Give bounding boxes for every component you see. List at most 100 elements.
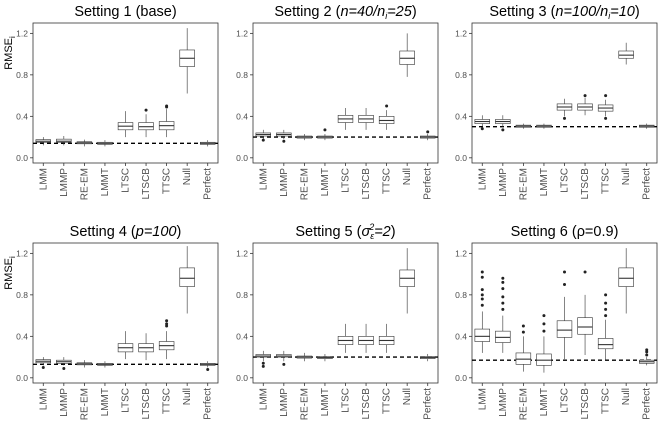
- x-tick-label: LMMT: [100, 388, 111, 416]
- x-tick-label: RE-EM: [518, 388, 529, 420]
- outlier-point: [604, 314, 608, 318]
- boxplot-lmmp: [276, 350, 292, 366]
- x-tick-label: TTSC: [601, 168, 612, 194]
- x-tick-label: Perfect: [203, 388, 214, 420]
- x-tick-label: LTSCB: [141, 388, 152, 420]
- panel-title-part: σ: [361, 224, 371, 240]
- panel-title-part: p=100: [135, 224, 177, 240]
- panel-title-part: =2: [374, 224, 391, 240]
- outlier-point: [645, 353, 649, 357]
- boxplot-ltsc: [556, 98, 573, 120]
- y-tick-label: 1.2: [236, 248, 248, 258]
- x-tick-label: Null: [182, 388, 193, 405]
- y-tick-label: 1.2: [16, 28, 28, 38]
- boxplot-lmmp: [495, 115, 511, 132]
- x-tick-label: TTSC: [162, 388, 173, 414]
- x-tick-label: LTSCB: [141, 168, 152, 200]
- panel-title-part: =10: [610, 4, 635, 20]
- outlier-point: [261, 361, 265, 365]
- x-tick-label: TTSC: [382, 168, 393, 194]
- boxplot-re-em: [296, 352, 313, 362]
- boxplot-ltscb: [577, 270, 593, 355]
- boxplot-re-em: [76, 360, 93, 368]
- y-tick-label: 0.8: [455, 290, 467, 300]
- x-tick-label: Null: [621, 388, 632, 405]
- boxplot-lmmp: [276, 129, 292, 143]
- x-tick-label: LTSCB: [361, 168, 372, 200]
- x-tick-label: RE-EM: [299, 388, 310, 420]
- panel-title-part: Setting 5 (: [295, 224, 361, 240]
- x-tick-label: Null: [182, 168, 193, 185]
- panel-title-part: ): [391, 224, 396, 240]
- boxplot-lmmp: [56, 136, 72, 146]
- panel-title: Setting 1 (base): [74, 4, 176, 20]
- chart-panel-6: Setting 6 (ρ=0.9) 0.0 0.4 0.8 1.2 LMM LMMP RE-E…: [455, 224, 658, 420]
- x-tick-label: LTSC: [341, 388, 352, 413]
- chart-panel-5: Setting 5 (σε2=2) 0.0 0.4 0.8 1.2 LMM LMMP RE-E…: [236, 222, 439, 420]
- boxplot-null: [179, 246, 195, 314]
- chart-panel-2: Setting 2 (n=40/ni=25) 0.0 0.4 0.8 1.2 LMM LMM…: [236, 4, 439, 200]
- outlier-point: [583, 94, 587, 98]
- boxplot-ltscb: [138, 108, 154, 138]
- x-tick-label: TTSC: [601, 388, 612, 414]
- boxplot-ltsc: [337, 108, 354, 130]
- outlier-point: [323, 128, 327, 132]
- plot-frame: [252, 242, 439, 384]
- outlier-point: [604, 307, 608, 311]
- boxplot-null: [618, 248, 634, 314]
- panel-title-part: ε: [370, 231, 375, 241]
- boxplot-perfect: [420, 353, 436, 362]
- outlier-point: [62, 366, 66, 370]
- x-tick-label: LTSC: [560, 168, 571, 193]
- outlier-point: [261, 364, 265, 368]
- outlier-point: [521, 324, 525, 328]
- boxplot-re-em: [76, 139, 93, 147]
- box: [597, 338, 614, 350]
- y-axis-title: RMSEi: [3, 256, 17, 290]
- x-tick-label: Perfect: [642, 388, 653, 420]
- x-tick-label: LMMT: [539, 388, 550, 416]
- boxplot-ltscb: [577, 94, 593, 116]
- boxplot-null: [618, 42, 634, 65]
- boxplot-ttsc: [597, 94, 614, 120]
- chart-panel-3: Setting 3 (n=100/ni=10) 0.0 0.4 0.8 1.2 LMM LM…: [455, 4, 658, 200]
- y-tick-label: 0.4: [236, 111, 248, 121]
- x-tick-label: TTSC: [382, 388, 393, 414]
- outlier-point: [604, 116, 608, 120]
- outlier-point: [165, 322, 169, 326]
- x-tick-label: LMM: [38, 168, 49, 190]
- boxplot-ttsc: [378, 104, 395, 130]
- x-tick-label: LTSCB: [361, 388, 372, 420]
- outlier-point: [501, 280, 505, 284]
- outlier-point: [501, 301, 505, 305]
- outlier-point: [521, 330, 525, 334]
- panel-title-part: Setting 6 (: [511, 224, 577, 240]
- panel-title-part: ): [412, 4, 417, 20]
- boxplot-null: [179, 28, 195, 94]
- x-tick-label: LMM: [258, 168, 269, 190]
- x-tick-label: LMM: [38, 388, 49, 410]
- plot-frame: [252, 22, 439, 164]
- y-tick-label: 0.8: [455, 70, 467, 80]
- x-tick-label: LMMP: [498, 168, 509, 197]
- outlier-point: [645, 348, 649, 352]
- x-tick-label: LMMP: [59, 388, 70, 417]
- y-axis-title-main: RMSE: [3, 258, 15, 290]
- y-tick-label: 0.8: [16, 290, 28, 300]
- outlier-point: [563, 116, 566, 120]
- outlier-point: [542, 329, 546, 333]
- x-tick-label: LMM: [477, 388, 488, 410]
- boxplot-null: [399, 248, 415, 314]
- outlier-point: [282, 139, 286, 143]
- x-tick-label: LMMP: [498, 388, 509, 417]
- x-tick-label: Perfect: [423, 168, 434, 200]
- y-tick-label: 0.0: [236, 153, 248, 163]
- y-tick-label: 0.8: [236, 290, 248, 300]
- x-tick-label: LMMP: [279, 168, 290, 197]
- y-axis-title-subscript: i: [8, 36, 17, 38]
- boxplot-ltsc: [337, 323, 354, 353]
- x-tick-label: LMM: [258, 388, 269, 410]
- panel-title: Setting 4 (p=100): [70, 224, 182, 240]
- boxplot-ltscb: [358, 108, 374, 130]
- panel-title-part: ρ=0.9: [577, 224, 614, 240]
